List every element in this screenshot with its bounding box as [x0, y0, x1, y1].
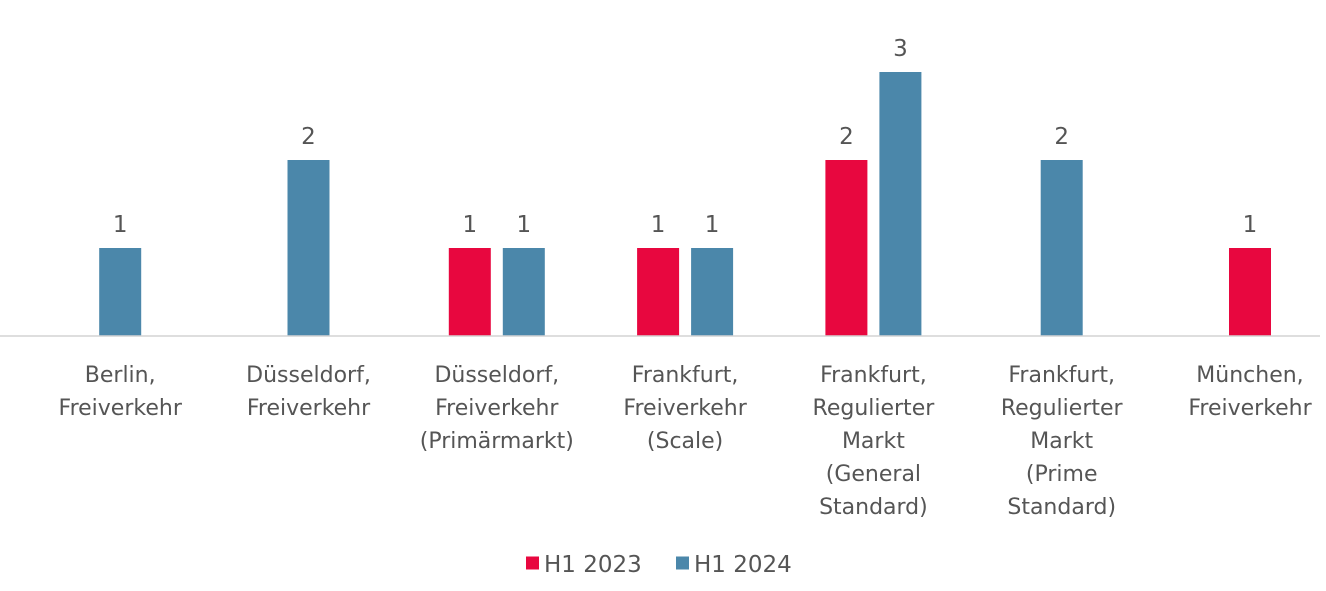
category-label-line: Frankfurt, — [1008, 363, 1115, 388]
category-label-5: Frankfurt, Regulierter Markt (Prime Standard… — [1001, 363, 1124, 520]
data-label-h1-2024-cat-3: 1 — [705, 212, 720, 238]
data-label-h1-2024-cat-5: 2 — [1054, 124, 1069, 150]
bar-h1-2024-cat-2 — [502, 248, 545, 336]
category-label-line: Düsseldorf, — [246, 363, 371, 388]
data-label-h1-2024-cat-2: 1 — [516, 212, 531, 238]
category-label-line: Berlin, — [85, 363, 156, 388]
category-label-2: Düsseldorf, Freiverkehr (Primärmarkt) — [420, 363, 574, 454]
category-label-line: Regulierter — [1001, 396, 1124, 421]
category-label-line: Freiverkehr — [59, 396, 183, 421]
legend-label-h1-2023: H1 2023 — [544, 552, 642, 578]
bar-h1-2024-cat-3 — [691, 248, 734, 336]
bar-h1-2023-cat-4 — [825, 160, 868, 336]
data-label-h1-2023-cat-4: 2 — [839, 124, 854, 150]
category-label-line: Markt — [842, 429, 905, 454]
category-label-line: Standard) — [1007, 495, 1116, 520]
legend-swatch-h1-2023 — [526, 556, 539, 570]
category-label-line: Markt — [1030, 429, 1093, 454]
bar-h1-2024-cat-4 — [879, 72, 922, 336]
category-label-line: (Prime — [1026, 462, 1098, 487]
category-label-line: Frankfurt, — [820, 363, 927, 388]
bar-h1-2024-cat-5 — [1040, 160, 1083, 336]
category-label-line: Düsseldorf, — [434, 363, 559, 388]
category-label-line: Freiverkehr — [623, 396, 747, 421]
data-label-h1-2024-cat-4: 3 — [893, 36, 908, 62]
legend-label-h1-2024: H1 2024 — [694, 552, 792, 578]
bars-layer — [99, 72, 1271, 336]
category-label-6: München, Freiverkehr — [1188, 363, 1312, 421]
category-label-line: Freiverkehr — [435, 396, 559, 421]
data-labels-layer: 1 2 1 1 1 1 2 3 2 1 — [113, 36, 1257, 238]
data-label-h1-2023-cat-3: 1 — [651, 212, 666, 238]
legend-swatch-h1-2024 — [676, 556, 689, 570]
category-labels-layer: Berlin, Freiverkehr Düsseldorf, Freiverkehr… — [59, 363, 1313, 520]
data-label-h1-2024-cat-1: 2 — [301, 124, 316, 150]
bar-h1-2023-cat-3 — [637, 248, 680, 336]
category-label-0: Berlin, Freiverkehr — [59, 363, 183, 421]
category-label-4: Frankfurt, Regulierter Markt (General Standa… — [813, 363, 936, 520]
category-label-line: Freiverkehr — [247, 396, 371, 421]
category-label-1: Düsseldorf, Freiverkehr — [246, 363, 371, 421]
data-label-h1-2023-cat-2: 1 — [462, 212, 477, 238]
category-label-line: Regulierter — [813, 396, 936, 421]
bar-h1-2023-cat-2 — [448, 248, 491, 336]
category-label-line: (General — [826, 462, 921, 487]
category-label-line: Freiverkehr — [1188, 396, 1312, 421]
legend: H1 2023 H1 2024 — [526, 552, 792, 578]
category-label-line: (Primärmarkt) — [420, 429, 574, 454]
category-label-line: München, — [1196, 363, 1303, 388]
category-label-line: (Scale) — [647, 429, 723, 454]
category-label-3: Frankfurt, Freiverkehr (Scale) — [623, 363, 747, 454]
bar-h1-2023-cat-6 — [1229, 248, 1271, 336]
data-label-h1-2024-cat-0: 1 — [113, 212, 128, 238]
category-label-line: Frankfurt, — [632, 363, 739, 388]
bar-h1-2024-cat-1 — [287, 160, 330, 336]
data-label-h1-2023-cat-6: 1 — [1243, 212, 1258, 238]
category-label-line: Standard) — [819, 495, 928, 520]
bar-h1-2024-cat-0 — [99, 248, 142, 336]
